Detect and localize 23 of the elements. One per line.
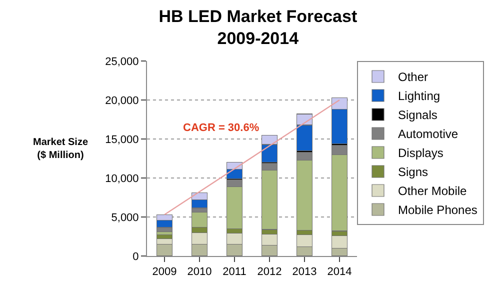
y-axis-title: Market Size ($ Million) xyxy=(33,137,88,161)
x-tick-label: 2013 xyxy=(292,266,317,278)
y-tick-label: 10,000 xyxy=(105,172,139,185)
annotation: CAGR = 30.6% xyxy=(183,122,260,134)
y-tick-label: 5,000 xyxy=(111,212,139,224)
legend-label: Lighting xyxy=(398,89,440,104)
y-tick-label: 0 xyxy=(132,250,139,263)
x-tick-label: 2011 xyxy=(222,266,246,278)
x-tick-label: 2014 xyxy=(327,266,352,278)
legend-label: Mobile Phones xyxy=(398,203,478,218)
x-tick-label: 2010 xyxy=(187,266,212,278)
legend-label: Other Mobile xyxy=(398,184,468,198)
legend-label: Other xyxy=(398,70,428,84)
legend-label: Automotive xyxy=(398,127,458,142)
y-tick-label: 25,000 xyxy=(105,56,139,68)
y-tick-label: 15,000 xyxy=(105,134,139,146)
x-tick-label: 2012 xyxy=(257,266,282,278)
x-tick-label: 2009 xyxy=(152,266,177,278)
legend-label: Signs xyxy=(398,165,428,180)
chart-title: HB LED Market Forecast 2009-2014 xyxy=(158,6,358,48)
legend-label: Displays xyxy=(398,146,444,160)
legend-label: Signals xyxy=(398,108,438,122)
y-tick-label: 20,000 xyxy=(105,94,139,107)
